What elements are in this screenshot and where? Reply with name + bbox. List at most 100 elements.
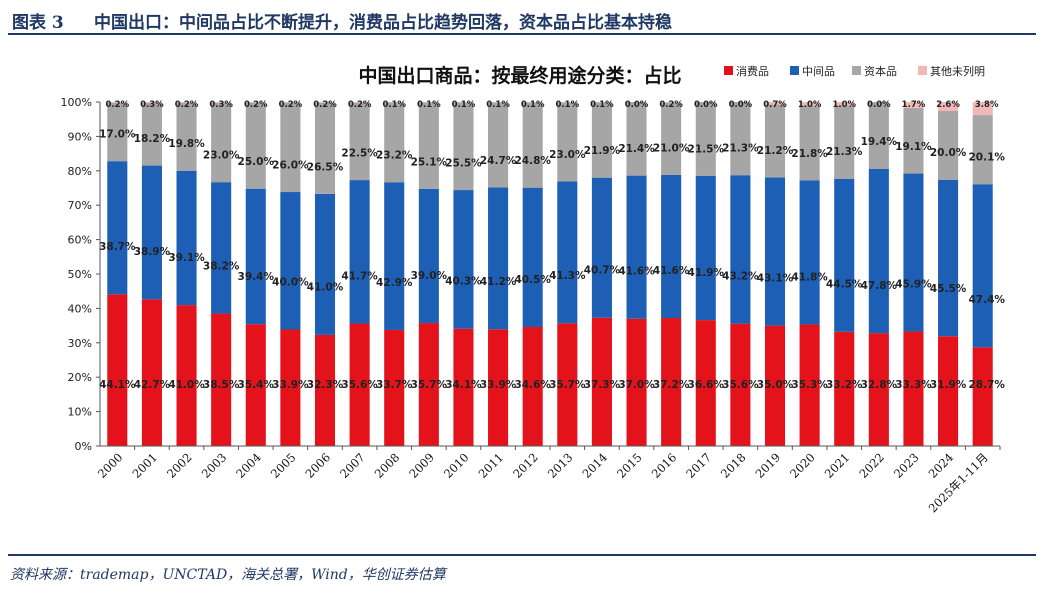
data-label-4: 0.1% — [382, 100, 406, 110]
bar-segment-3 — [661, 102, 682, 175]
bar-segment-4 — [280, 102, 301, 103]
data-label-2: 45.9% — [895, 278, 932, 290]
data-label-3: 21.8% — [791, 148, 828, 160]
data-label-3: 20.0% — [930, 147, 967, 159]
bar-segment-2 — [730, 175, 751, 324]
bar-segment-1 — [557, 323, 578, 446]
data-label-2: 40.0% — [272, 276, 309, 288]
data-label-3: 25.5% — [445, 158, 482, 170]
data-label-1: 33.7% — [376, 379, 413, 391]
bar-segment-1 — [211, 313, 232, 446]
data-label-3: 23.2% — [376, 150, 413, 162]
bar-segment-2 — [176, 170, 197, 306]
data-label-4: 0.2% — [175, 100, 199, 110]
bar-segment-3 — [695, 102, 716, 176]
data-label-3: 23.0% — [549, 149, 586, 161]
bar-segment-2 — [314, 193, 336, 335]
bar-segment-1 — [695, 320, 716, 446]
data-label-3: 22.5% — [341, 148, 378, 160]
y-tick-label: 0% — [75, 440, 92, 453]
data-label-1: 33.9% — [272, 379, 309, 391]
data-label-2: 40.7% — [584, 265, 621, 277]
y-tick-label: 10% — [68, 406, 92, 419]
data-label-1: 37.3% — [584, 379, 621, 391]
data-label-2: 43.2% — [722, 270, 759, 282]
data-label-1: 34.1% — [445, 379, 482, 391]
data-label-4: 0.2% — [106, 100, 130, 110]
data-label-2: 41.8% — [791, 271, 828, 283]
bar-segment-3 — [938, 110, 959, 180]
bar-segment-2 — [972, 184, 993, 348]
data-label-3: 19.1% — [895, 141, 932, 153]
legend-swatch-1 — [724, 66, 733, 75]
bar-segment-3 — [626, 102, 647, 176]
x-tick-label: 2001 — [129, 450, 160, 481]
x-tick-label: 2004 — [233, 450, 264, 481]
data-label-1: 42.7% — [134, 379, 171, 391]
bar-segment-3 — [834, 105, 855, 179]
bar-segment-1 — [107, 294, 128, 446]
bar-segment-4 — [314, 102, 336, 103]
data-label-3: 19.8% — [168, 138, 205, 150]
x-tick-label: 2016 — [649, 450, 680, 481]
bar-segment-1 — [314, 334, 336, 446]
x-tick-label: 2024 — [926, 450, 957, 481]
data-label-4: 0.1% — [556, 100, 580, 110]
bar-segment-4 — [903, 102, 924, 108]
data-label-2: 39.0% — [411, 270, 448, 282]
data-label-3: 21.5% — [688, 143, 725, 155]
x-tick-label: 2011 — [476, 450, 507, 481]
data-label-2: 45.5% — [930, 283, 967, 295]
bar-segment-4 — [972, 102, 993, 116]
bar-segment-2 — [764, 177, 786, 326]
bar-segment-1 — [834, 331, 855, 446]
data-label-1: 35.4% — [238, 379, 275, 391]
bar-segment-2 — [245, 188, 266, 325]
data-label-2: 39.1% — [168, 252, 205, 264]
bar-segment-3 — [488, 102, 509, 188]
data-label-3: 17.0% — [99, 129, 136, 141]
bar-segment-3 — [730, 102, 751, 176]
bar-segment-3 — [972, 115, 993, 185]
x-tick-label: 2013 — [545, 450, 576, 481]
data-label-3: 26.0% — [272, 160, 309, 172]
bar-segment-2 — [799, 180, 820, 325]
bar-segment-2 — [384, 182, 405, 330]
data-label-2: 38.7% — [99, 241, 136, 253]
data-label-1: 35.7% — [411, 379, 448, 391]
y-tick-label: 90% — [68, 130, 92, 143]
bar-segment-1 — [903, 331, 924, 446]
x-tick-label: 2006 — [303, 450, 334, 481]
bar-segment-2 — [488, 187, 509, 330]
data-label-3: 24.7% — [480, 155, 517, 167]
data-label-2: 41.3% — [549, 270, 586, 282]
data-label-2: 38.9% — [134, 246, 171, 258]
bar-segment-2 — [557, 181, 578, 324]
bar-segment-1 — [349, 323, 370, 446]
data-label-4: 0.7% — [763, 100, 787, 110]
data-label-4: 0.2% — [348, 100, 372, 110]
data-label-3: 21.4% — [618, 143, 655, 155]
data-label-4: 3.8% — [975, 100, 999, 110]
data-label-3: 24.8% — [514, 155, 551, 167]
x-tick-label: 2020 — [787, 450, 818, 481]
bar-segment-3 — [453, 102, 474, 191]
x-tick-label: 2015 — [614, 450, 645, 481]
data-label-1: 41.0% — [168, 379, 205, 391]
bar-segment-2 — [418, 188, 439, 324]
bar-segment-1 — [176, 305, 197, 446]
bar-segment-1 — [418, 323, 439, 446]
bar-segment-3 — [799, 105, 820, 181]
data-label-3: 25.0% — [238, 156, 275, 168]
data-label-2: 41.6% — [618, 266, 655, 278]
data-label-1: 32.3% — [307, 379, 344, 391]
data-label-4: 2.6% — [936, 100, 960, 110]
x-tick-label: 2000 — [95, 450, 126, 481]
legend-swatch-3 — [852, 66, 861, 75]
data-label-1: 33.9% — [480, 379, 517, 391]
data-label-1: 37.2% — [653, 379, 690, 391]
data-label-4: 0.2% — [659, 100, 683, 110]
data-label-3: 21.3% — [722, 143, 759, 155]
data-label-3: 21.3% — [826, 146, 863, 158]
bar-segment-4 — [834, 102, 855, 106]
